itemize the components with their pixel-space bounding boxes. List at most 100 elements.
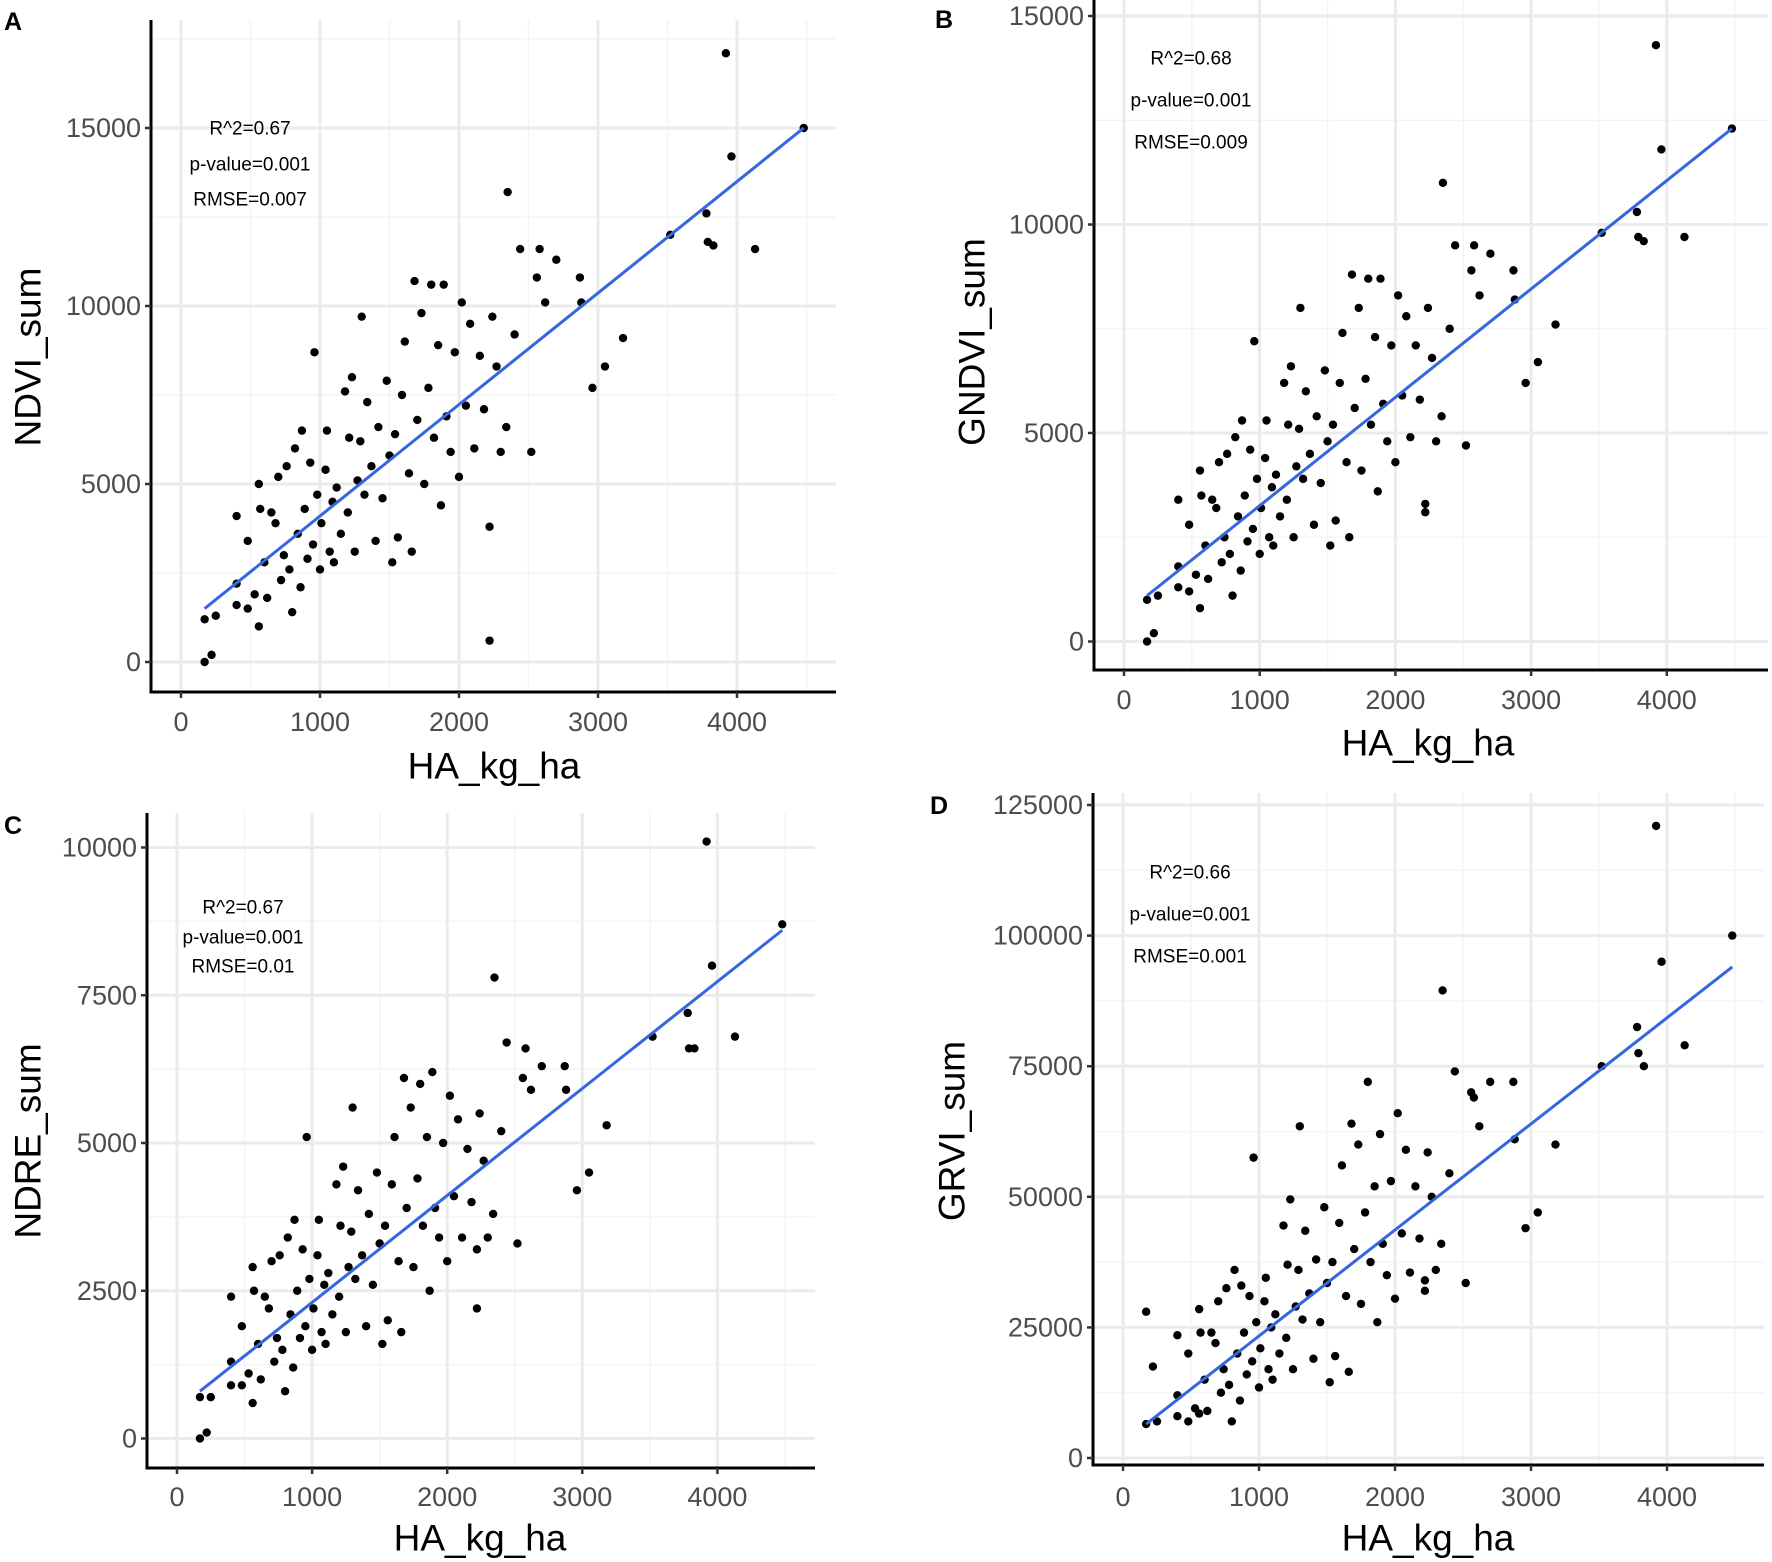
data-point xyxy=(1376,274,1385,283)
data-point xyxy=(560,1061,569,1071)
data-point xyxy=(1509,1077,1518,1087)
data-point xyxy=(1427,353,1437,363)
data-point xyxy=(1320,366,1330,375)
data-point xyxy=(1320,1203,1329,1212)
data-point xyxy=(1211,1338,1220,1348)
data-point xyxy=(317,1327,326,1337)
data-point xyxy=(1391,457,1400,467)
data-point xyxy=(1152,1417,1162,1426)
data-point xyxy=(279,551,289,560)
data-point xyxy=(1275,512,1285,521)
data-point xyxy=(1325,1378,1334,1387)
x-axis-title: HA_kg_ha xyxy=(408,746,581,787)
data-point xyxy=(1283,1260,1292,1269)
data-point xyxy=(1533,357,1543,367)
data-point xyxy=(1382,1270,1392,1280)
data-point xyxy=(237,1381,247,1390)
data-point xyxy=(1203,1406,1212,1416)
data-point xyxy=(280,1387,290,1396)
data-point xyxy=(1680,232,1689,242)
data-point xyxy=(211,611,220,620)
data-point xyxy=(1153,591,1163,600)
x-tick-label: 3000 xyxy=(1501,685,1561,715)
stats-annotation: p-value=0.001 xyxy=(183,928,304,949)
data-point xyxy=(338,1162,348,1171)
data-point xyxy=(1387,341,1396,350)
data-point xyxy=(1242,1370,1251,1379)
data-point xyxy=(1296,303,1305,313)
data-point xyxy=(325,547,334,556)
data-point xyxy=(1288,1364,1298,1374)
data-point xyxy=(1174,495,1183,504)
data-point xyxy=(588,383,597,393)
data-point xyxy=(402,1203,411,1213)
data-point xyxy=(1264,533,1274,542)
data-point xyxy=(1335,378,1344,388)
data-point xyxy=(1271,1310,1280,1319)
data-point xyxy=(363,397,372,407)
stats-annotation: p-value=0.001 xyxy=(190,155,311,176)
data-point xyxy=(361,1322,371,1331)
data-point xyxy=(1445,1169,1454,1178)
data-point xyxy=(328,1310,337,1319)
data-point xyxy=(1411,341,1420,350)
data-point xyxy=(1237,416,1247,425)
data-point xyxy=(290,444,300,453)
data-point xyxy=(357,1251,367,1260)
y-tick-label: 5000 xyxy=(1024,418,1084,448)
data-point xyxy=(1331,516,1340,525)
data-point xyxy=(322,426,332,435)
data-point xyxy=(1632,1022,1642,1032)
data-point xyxy=(387,1180,397,1189)
data-point xyxy=(1354,1140,1363,1149)
data-point xyxy=(1445,324,1454,333)
data-point xyxy=(425,1286,434,1295)
data-point xyxy=(1301,1226,1310,1235)
x-tick-label: 1000 xyxy=(1229,1482,1289,1512)
grid xyxy=(1093,793,1764,1465)
data-point xyxy=(267,1257,276,1266)
data-point xyxy=(270,1357,279,1366)
data-point xyxy=(572,1186,582,1195)
x-tick-label: 4000 xyxy=(687,1482,747,1512)
data-point xyxy=(1657,957,1666,966)
data-point xyxy=(1364,274,1373,283)
data-point xyxy=(1363,1077,1373,1087)
data-point xyxy=(1383,437,1392,446)
data-point xyxy=(1411,1182,1420,1191)
data-point xyxy=(1521,378,1530,388)
data-point xyxy=(418,1221,428,1230)
data-point xyxy=(1295,1122,1305,1131)
data-point xyxy=(1360,1208,1370,1217)
data-point xyxy=(1184,1349,1193,1358)
data-point xyxy=(1390,1294,1400,1303)
data-point xyxy=(1249,1153,1258,1162)
x-tick-label: 3000 xyxy=(568,707,628,737)
data-point xyxy=(1415,395,1425,404)
data-point xyxy=(1486,1077,1495,1087)
data-point xyxy=(467,1197,476,1207)
data-point xyxy=(1214,457,1224,467)
data-point xyxy=(1298,1315,1307,1324)
data-point xyxy=(417,308,426,318)
scatter-points xyxy=(1141,821,1737,1429)
data-point xyxy=(1309,1354,1318,1363)
data-point xyxy=(1438,178,1448,187)
data-point xyxy=(1148,1362,1158,1371)
data-point xyxy=(1397,1229,1407,1238)
scatter-points xyxy=(200,49,808,667)
data-point xyxy=(575,273,585,282)
x-tick-label: 4000 xyxy=(1637,1482,1697,1512)
data-point xyxy=(602,1121,611,1130)
data-point xyxy=(298,1245,307,1254)
data-point xyxy=(750,244,760,254)
data-point xyxy=(315,565,325,574)
data-point xyxy=(618,333,628,343)
data-point xyxy=(1268,1375,1277,1384)
y-tick-label: 125000 xyxy=(993,790,1083,820)
data-point xyxy=(310,348,319,357)
data-point xyxy=(283,1233,292,1242)
y-axis-title: NDVI_sum xyxy=(8,268,49,447)
data-point xyxy=(483,1233,492,1242)
data-point xyxy=(347,1227,356,1236)
